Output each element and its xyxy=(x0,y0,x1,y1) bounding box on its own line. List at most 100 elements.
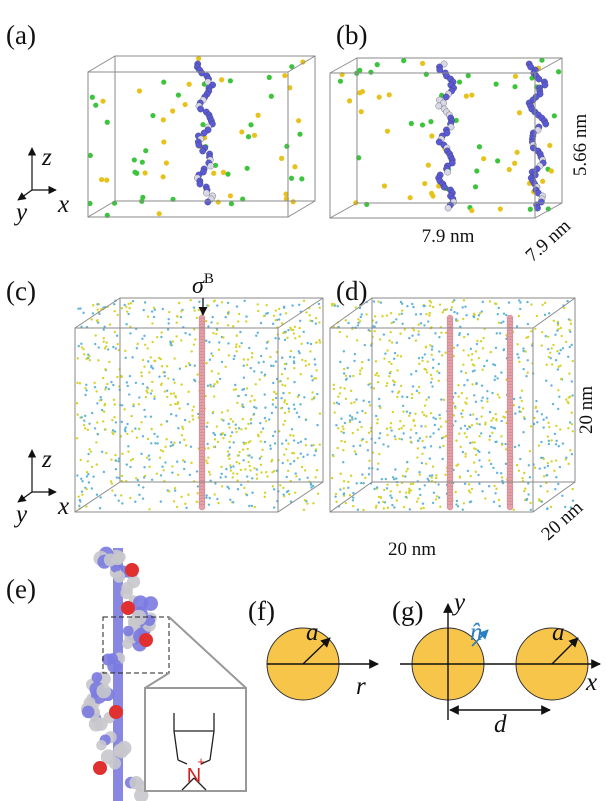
ion xyxy=(544,334,547,338)
ion xyxy=(431,501,435,505)
ion xyxy=(125,310,129,313)
axis-label: z xyxy=(41,446,52,473)
axis-label: x xyxy=(585,669,597,696)
ion xyxy=(491,431,494,435)
ion xyxy=(395,499,399,502)
ion xyxy=(89,450,93,453)
dimension-label: 5.66 nm xyxy=(570,114,591,177)
ion xyxy=(414,412,417,415)
ion xyxy=(512,73,519,79)
ion xyxy=(76,381,79,385)
ion xyxy=(263,416,267,420)
ion xyxy=(116,375,119,379)
ion xyxy=(368,69,374,75)
ion xyxy=(390,496,393,500)
ion xyxy=(429,373,433,377)
ion xyxy=(84,393,87,397)
nitrogen-atom xyxy=(109,705,123,719)
ion xyxy=(229,466,233,469)
ion xyxy=(488,410,492,414)
polymer-bead xyxy=(200,129,208,137)
ion xyxy=(517,469,521,472)
ion xyxy=(516,343,519,346)
ion xyxy=(207,446,210,450)
ion xyxy=(349,474,353,477)
ion xyxy=(79,307,82,310)
ion xyxy=(351,431,354,435)
atom xyxy=(113,743,129,759)
ion xyxy=(147,454,151,457)
ion xyxy=(169,403,172,407)
ion xyxy=(239,330,242,334)
ion xyxy=(538,499,541,502)
ion xyxy=(225,171,231,177)
ion xyxy=(513,445,517,449)
ion xyxy=(481,396,484,399)
ion xyxy=(251,477,254,480)
ion xyxy=(437,362,441,366)
ion xyxy=(337,78,344,84)
ion xyxy=(408,508,412,511)
ion xyxy=(481,347,485,350)
ion xyxy=(83,353,86,356)
ion xyxy=(303,469,307,472)
ion xyxy=(175,314,179,318)
ion xyxy=(165,420,169,423)
ion xyxy=(516,110,523,116)
ion xyxy=(431,366,435,370)
ion xyxy=(376,421,379,425)
ion xyxy=(249,422,253,425)
ion xyxy=(283,399,287,402)
ion xyxy=(474,453,478,457)
ion xyxy=(104,388,107,391)
ion xyxy=(512,397,516,401)
ion xyxy=(505,313,508,317)
ion xyxy=(135,436,139,439)
ion xyxy=(389,426,392,429)
ion xyxy=(182,467,186,471)
ion xyxy=(445,308,449,311)
ion xyxy=(568,372,571,375)
ion xyxy=(141,358,145,362)
ion xyxy=(169,413,173,416)
ion xyxy=(358,420,362,424)
ion xyxy=(476,449,480,452)
ion xyxy=(487,451,491,454)
ion xyxy=(377,374,380,378)
ion xyxy=(181,427,185,431)
ion xyxy=(189,299,192,302)
ion xyxy=(260,430,263,434)
ion xyxy=(414,339,418,342)
ion xyxy=(457,395,460,398)
ion xyxy=(373,325,376,328)
ion xyxy=(396,483,399,487)
ion xyxy=(463,482,467,485)
ion xyxy=(561,442,565,445)
ion xyxy=(359,369,362,372)
ion xyxy=(237,427,241,430)
ion xyxy=(377,300,380,303)
ion xyxy=(547,421,550,425)
ion xyxy=(570,343,573,347)
ion xyxy=(245,387,249,390)
polymer-snapshot xyxy=(81,546,159,801)
ion xyxy=(227,342,230,345)
ion xyxy=(492,500,496,504)
ion xyxy=(357,318,360,321)
dimension-label: 20 nm xyxy=(576,386,597,434)
ion xyxy=(454,406,457,410)
ion xyxy=(135,477,138,480)
ion xyxy=(425,312,428,316)
ion xyxy=(153,359,157,363)
ion xyxy=(287,328,290,332)
ion xyxy=(114,453,117,457)
ion xyxy=(171,471,174,474)
ion xyxy=(124,349,127,353)
ion xyxy=(140,371,143,374)
ion xyxy=(417,356,421,360)
ion xyxy=(264,419,268,423)
ion xyxy=(411,302,414,306)
ion xyxy=(469,441,472,445)
ion xyxy=(402,505,406,509)
ion xyxy=(197,308,200,312)
